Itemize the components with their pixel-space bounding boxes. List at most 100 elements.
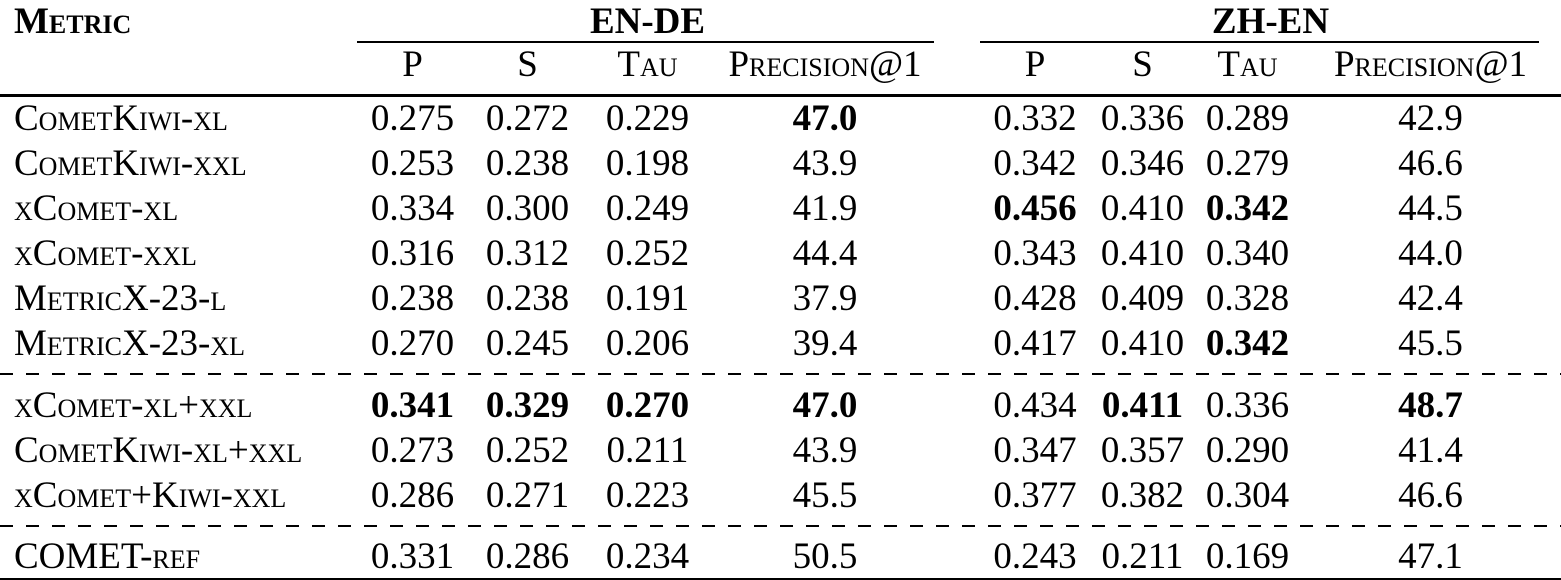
subheader-en-de-s: S	[470, 43, 585, 97]
value-cell: 0.332	[993, 98, 1077, 140]
zh-en-header-rule	[980, 41, 1539, 43]
subheader-en-de-p: P	[355, 43, 470, 97]
dashed-separator	[0, 366, 1561, 383]
column-spacer-cell	[940, 428, 980, 473]
metric-name-cell: xComet+Kiwi-xxl	[14, 474, 287, 516]
value-cell: 0.342	[1205, 187, 1290, 229]
value-cell: 43.9	[792, 429, 858, 471]
table-row: CometKiwi-xxl 0.253 0.238 0.198 43.9 0.342 0.3…	[0, 141, 1561, 186]
value-cell: 39.4	[792, 322, 858, 364]
metric-name-cell: CometKiwi-xl+xxl	[14, 429, 303, 471]
value-cell: 47.0	[792, 384, 858, 426]
value-cell: 41.9	[792, 187, 858, 229]
value-cell: 44.4	[792, 232, 858, 274]
column-spacer-header	[940, 0, 980, 97]
value-cell: 44.0	[1398, 232, 1463, 274]
value-cell: 46.6	[1398, 142, 1463, 184]
dashed-separator-row	[0, 518, 1561, 535]
metric-name-cell: CometKiwi-xxl	[14, 142, 247, 184]
group-label-zh-en: ZH-EN	[1211, 1, 1330, 42]
value-cell: 47.1	[1300, 534, 1561, 580]
value-cell: 0.290	[1205, 429, 1290, 471]
value-cell: 43.9	[792, 142, 858, 184]
column-spacer-cell	[940, 383, 980, 428]
value-cell: 0.343	[993, 232, 1077, 274]
dashed-line	[0, 525, 1561, 527]
en-de-header-rule	[357, 41, 934, 43]
value-cell: 0.341	[370, 384, 455, 426]
value-cell: 0.304	[1205, 474, 1290, 516]
column-spacer-cell	[940, 276, 980, 321]
value-cell: 0.272	[485, 98, 570, 140]
value-cell: 0.329	[485, 384, 570, 426]
value-cell: 0.211	[1090, 534, 1195, 580]
value-cell: 0.169	[1195, 534, 1300, 580]
subheader-zh-en-tau: Tau	[1195, 43, 1300, 97]
column-spacer-cell	[940, 321, 980, 366]
value-cell: 0.377	[993, 474, 1077, 516]
subheader-zh-en-s: S	[1090, 43, 1195, 97]
value-cell: 0.253	[370, 142, 455, 184]
value-cell: 0.245	[485, 322, 570, 364]
table-row: CometKiwi-xl 0.275 0.272 0.229 47.0 0.332 0.33…	[0, 96, 1561, 141]
value-cell: 0.229	[605, 98, 690, 140]
column-spacer-cell	[940, 96, 980, 141]
table-row: COMET-ref 0.331 0.286 0.234 50.5 0.243 0.211 0.…	[0, 534, 1561, 580]
value-cell: 0.270	[605, 384, 690, 426]
value-cell: 0.249	[605, 187, 690, 229]
metric-name-cell: MetricX-23-l	[14, 277, 227, 319]
column-spacer-cell	[940, 534, 980, 580]
value-cell: 0.347	[993, 429, 1077, 471]
value-cell: 47.0	[792, 98, 858, 140]
dashed-separator-row	[0, 366, 1561, 383]
metric-name-cell: xComet-xxl	[14, 232, 197, 274]
value-cell: 0.316	[370, 232, 455, 274]
metric-name-cell: MetricX-23-xl	[14, 322, 246, 364]
column-spacer-cell	[940, 141, 980, 186]
value-cell: 0.342	[1205, 322, 1290, 364]
value-cell: 0.328	[1205, 277, 1290, 319]
value-cell: 0.342	[993, 142, 1077, 184]
value-cell: 0.234	[585, 534, 710, 580]
value-cell: 0.211	[606, 429, 689, 471]
subheader-en-de-precision-at-1: Precision@1	[710, 43, 940, 97]
value-cell: 0.417	[993, 322, 1077, 364]
value-cell: 0.336	[1205, 384, 1290, 426]
value-cell: 0.238	[370, 277, 455, 319]
value-cell: 0.428	[993, 277, 1077, 319]
table-row: xComet-xxl 0.316 0.312 0.252 44.4 0.343 0.410 0…	[0, 231, 1561, 276]
value-cell: 0.411	[1101, 384, 1184, 426]
group-header-en-de: EN-DE	[355, 0, 940, 43]
value-cell: 0.300	[485, 187, 570, 229]
value-cell: 0.270	[370, 322, 455, 364]
value-cell: 42.4	[1398, 277, 1463, 319]
subheader-en-de-tau: Tau	[585, 43, 710, 97]
value-cell: 0.206	[605, 322, 690, 364]
metric-name-cell: CometKiwi-xl	[14, 98, 228, 140]
value-cell: 0.243	[980, 534, 1090, 580]
subheader-zh-en-precision-at-1: Precision@1	[1300, 43, 1561, 97]
value-cell: 50.5	[710, 534, 940, 580]
subheader-row: P S Tau Precision@1 P S Tau Precision@1	[0, 43, 1561, 97]
group-header-zh-en: ZH-EN	[980, 0, 1561, 43]
value-cell: 0.238	[485, 277, 570, 319]
value-cell: 0.340	[1205, 232, 1290, 274]
column-spacer-cell	[940, 186, 980, 231]
dashed-line	[0, 373, 1561, 375]
value-cell: 0.271	[485, 474, 570, 516]
group-header-row: Metric EN-DE ZH-EN	[0, 0, 1561, 97]
value-cell: 0.456	[993, 187, 1077, 229]
value-cell: 0.198	[605, 142, 690, 184]
dashed-separator	[0, 518, 1561, 535]
value-cell: 44.5	[1398, 187, 1463, 229]
table-row: xComet+Kiwi-xxl 0.286 0.271 0.223 45.5 0.377 0…	[0, 473, 1561, 518]
value-cell: 0.382	[1100, 474, 1185, 516]
table-row: MetricX-23-xl 0.270 0.245 0.206 39.4 0.417 0.4…	[0, 321, 1561, 366]
metric-name-cell: xComet-xl+xxl	[14, 384, 253, 426]
value-cell: 0.357	[1100, 429, 1185, 471]
table-row: MetricX-23-l 0.238 0.238 0.191 37.9 0.428 0.40…	[0, 276, 1561, 321]
value-cell: 0.223	[605, 474, 690, 516]
value-cell: 42.9	[1398, 98, 1463, 140]
table-body: CometKiwi-xl 0.275 0.272 0.229 47.0 0.332 0.33…	[0, 96, 1561, 580]
